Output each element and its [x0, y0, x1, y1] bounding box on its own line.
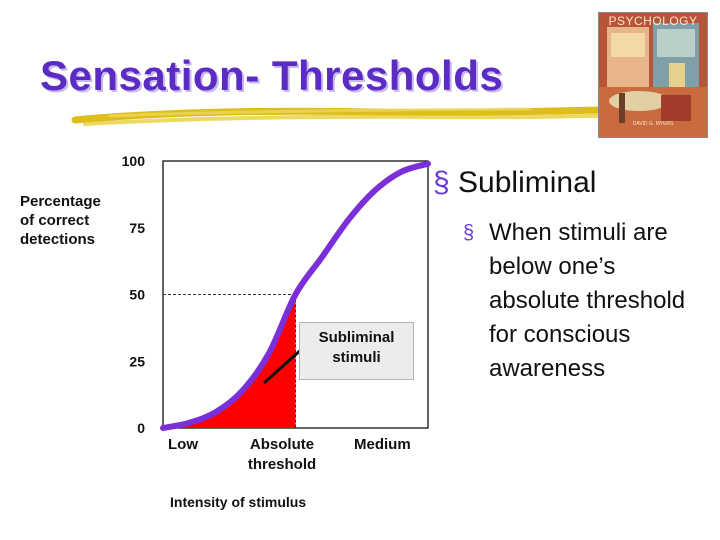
book-cover-author: DAVID G. MYERS: [632, 121, 674, 127]
cover-painting: [599, 13, 707, 137]
x-tick-medium: Medium: [354, 436, 411, 453]
x-tick-low: Low: [168, 436, 198, 453]
detection-curve: [160, 160, 431, 431]
bullet-level1: § Subliminal: [433, 166, 596, 200]
slide-title: Sensation- Thresholds: [40, 52, 504, 99]
y-tick-label: 75: [129, 220, 145, 236]
threshold-chart: 100 75 50 25 0: [122, 153, 431, 436]
annotation-box: [299, 322, 414, 380]
bullet-marker-icon: §: [463, 222, 475, 244]
annotation-pointer: [262, 346, 305, 385]
bullet-level2-text: When stimuli are below one’s absolute th…: [489, 219, 686, 382]
title-brush-underline: [71, 106, 609, 126]
bullet-level1-text: Subliminal: [458, 166, 597, 199]
y-tick-label: 50: [129, 287, 145, 303]
x-axis-label: Intensity of stimulus: [170, 494, 307, 510]
bullet-level2: § When stimuli are below one’s absolute t…: [463, 216, 713, 386]
y-tick-label: 0: [137, 420, 145, 436]
x-tick-absolute-threshold: Absolute threshold: [247, 436, 317, 473]
book-cover-title: PSYCHOLOGY: [608, 14, 698, 28]
annotation-label: Subliminal stimuli: [318, 329, 395, 366]
subliminal-shaded-region: [163, 294, 296, 428]
y-axis-label: Percentage of correct detections: [20, 193, 101, 248]
y-tick-label: 25: [129, 353, 145, 369]
bullet-marker-icon: §: [433, 166, 450, 199]
textbook-cover-image: PSYCHOLOGY DAVID G. MYERS: [598, 12, 708, 138]
y-tick-label: 100: [122, 153, 146, 169]
